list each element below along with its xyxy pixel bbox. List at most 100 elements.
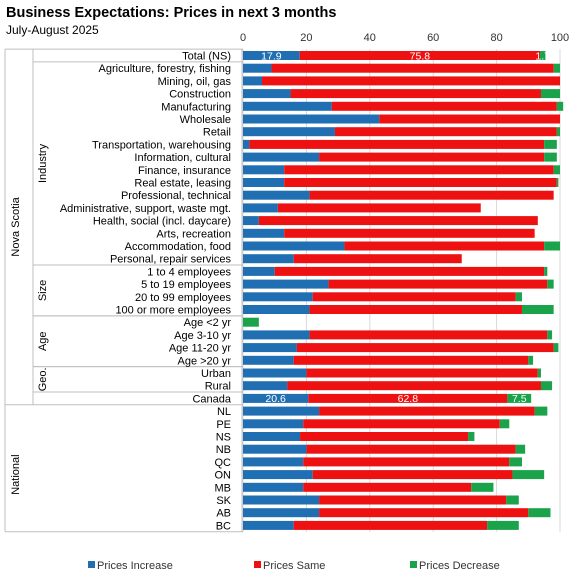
data-label: 62.8 (398, 393, 419, 405)
bar-increase (243, 419, 304, 429)
data-label: 20.6 (265, 393, 286, 405)
bar-increase (243, 444, 307, 454)
bar-increase (243, 76, 263, 86)
legend-label: Prices Decrease (419, 560, 500, 572)
bar-same (319, 508, 529, 518)
bar-same (328, 279, 548, 289)
bar-decrease (515, 292, 522, 302)
row-label: Construction (169, 89, 231, 101)
row-label: ON (215, 470, 232, 482)
x-tick-label: 60 (427, 32, 439, 44)
row-label: Accommodation, food (125, 241, 231, 253)
bar-increase (243, 495, 320, 505)
bar-increase (243, 457, 304, 467)
bar-increase (243, 482, 304, 492)
row-label: SK (216, 495, 231, 507)
row-label: Wholesale (180, 114, 231, 126)
row-label: Professional, technical (121, 190, 231, 202)
row-labels: Total (NS)Agriculture, forestry, fishing… (60, 51, 232, 533)
bar-same (284, 228, 535, 238)
bar-same (319, 495, 507, 505)
bar-same (312, 470, 513, 480)
bar-increase (243, 508, 320, 518)
bar-decrease (544, 139, 557, 149)
bar-decrease (507, 393, 532, 403)
row-label: 100 or more employees (115, 305, 231, 317)
data-label: 75.8 (410, 50, 431, 62)
bar-increase (243, 330, 310, 340)
bar-increase (243, 470, 313, 480)
bar-decrease (544, 241, 560, 251)
bar-same (300, 432, 469, 441)
bar-increase (243, 139, 250, 149)
bar-increase (243, 292, 313, 302)
bar-decrease (534, 406, 548, 416)
bar-increase (243, 89, 291, 99)
row-label: Finance, insurance (138, 165, 231, 177)
row-label: Administrative, support, waste mgt. (60, 203, 231, 215)
row-label: Personal, repair services (110, 254, 232, 266)
row-label: Canada (192, 393, 231, 405)
row-label: Manufacturing (161, 101, 231, 113)
bar-same (303, 457, 510, 467)
bar-same (293, 254, 462, 264)
row-label: NL (217, 406, 231, 418)
bar-decrease (506, 495, 519, 505)
bar-decrease (540, 51, 546, 60)
bar-decrease (243, 317, 259, 327)
bar-same (379, 114, 560, 124)
bar-decrease (521, 305, 554, 314)
x-tick-label: 0 (240, 32, 246, 44)
row-label: Age 3-10 yr (174, 330, 231, 342)
category-group-labels: Nova Scotia National Industry Size Age Geo. (10, 143, 49, 494)
bar-decrease (515, 444, 526, 454)
legend-swatch-same (254, 561, 261, 568)
bar-decrease (553, 343, 559, 353)
bar-increase (243, 305, 310, 314)
data-labels: 17.9 75.8 1.7 20.6 62.8 7.5 (261, 50, 550, 405)
bar-increase (243, 127, 335, 137)
bar-increase (243, 520, 294, 530)
bar-same (319, 152, 545, 162)
data-label: 7.5 (512, 393, 527, 405)
bar-increase (243, 393, 309, 403)
row-label: Age >20 yr (177, 355, 231, 367)
bar-same (308, 393, 508, 403)
bar-same (319, 406, 535, 416)
row-label: Agriculture, forestry, fishing (99, 63, 231, 75)
bar-decrease (537, 368, 541, 378)
bar-decrease (540, 89, 560, 99)
row-label: Arts, recreation (156, 228, 231, 240)
bar-decrease (556, 101, 564, 111)
bar-decrease (553, 63, 560, 73)
inner-group-label: Industry (37, 143, 49, 183)
bar-decrease (547, 279, 554, 289)
bar-increase (243, 355, 294, 365)
bar-same (331, 101, 557, 111)
bar-decrease (487, 520, 519, 530)
row-label: Information, cultural (134, 152, 231, 164)
bar-same (303, 482, 472, 492)
row-label: PE (216, 419, 231, 431)
bar-increase (243, 152, 320, 162)
bar-increase (243, 203, 278, 213)
bar-same (262, 76, 560, 86)
bar-decrease (556, 178, 559, 187)
bar-increase (243, 343, 297, 353)
bar-increase (243, 254, 294, 264)
legend: Prices Increase Prices Same Prices Decreas… (88, 560, 500, 572)
bar-same (334, 127, 557, 137)
row-label: BC (216, 520, 231, 532)
bar-decrease (553, 165, 560, 175)
bar-same (309, 305, 522, 314)
bar-decrease (499, 419, 510, 429)
bar-decrease (544, 152, 557, 162)
row-label: Mining, oil, gas (158, 76, 232, 88)
row-label: Age <2 yr (184, 317, 232, 329)
bar-increase (243, 114, 380, 124)
bar-increase (243, 228, 285, 238)
bar-increase (243, 190, 310, 200)
outer-group-label: Nova Scotia (10, 196, 22, 256)
bar-same (344, 241, 545, 251)
data-label: 1.7 (535, 50, 550, 62)
